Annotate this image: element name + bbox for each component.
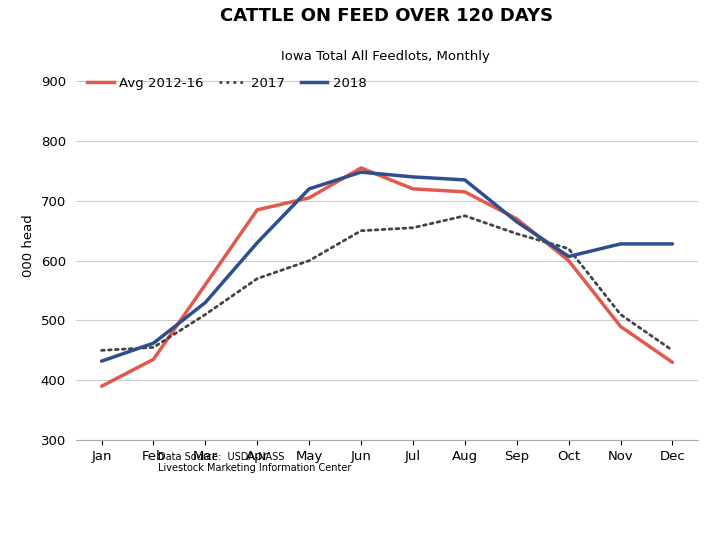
Text: Extension and Outreach/Department of Economics: Extension and Outreach/Department of Eco… <box>9 519 292 529</box>
Text: Iowa Total All Feedlots, Monthly: Iowa Total All Feedlots, Monthly <box>281 50 490 63</box>
Text: Iowa State University: Iowa State University <box>9 491 242 510</box>
Title: CATTLE ON FEED OVER 120 DAYS: CATTLE ON FEED OVER 120 DAYS <box>220 6 554 25</box>
Text: Ag Decision Maker: Ag Decision Maker <box>475 504 648 522</box>
Text: Data Source:  USDA-NASS: Data Source: USDA-NASS <box>158 452 285 462</box>
Text: Livestock Marketing Information Center: Livestock Marketing Information Center <box>158 463 352 474</box>
Legend: Avg 2012-16, 2017, 2018: Avg 2012-16, 2017, 2018 <box>82 71 372 95</box>
Y-axis label: 000 head: 000 head <box>22 214 35 277</box>
